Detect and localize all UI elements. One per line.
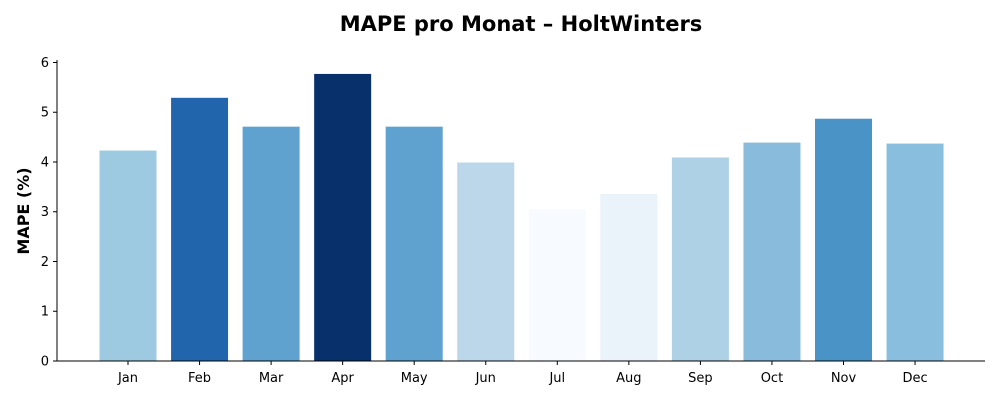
- chart-title: MAPE pro Monat – HoltWinters: [340, 12, 703, 36]
- x-tick-label-jun: Jun: [475, 371, 496, 386]
- x-tick-label-jan: Jan: [117, 371, 138, 386]
- y-tick-label: 2: [41, 255, 49, 270]
- x-tick-label-may: May: [401, 371, 428, 386]
- x-tick-label-jul: Jul: [548, 371, 565, 386]
- x-tick-label-dec: Dec: [902, 371, 927, 386]
- x-tick-label-nov: Nov: [831, 371, 857, 386]
- y-tick-label: 6: [41, 56, 49, 71]
- bar-jul: [528, 209, 586, 361]
- x-tick-label-apr: Apr: [331, 371, 354, 386]
- y-tick-label: 4: [41, 155, 49, 170]
- y-axis: 0 1 2 3 4 5 6: [41, 56, 58, 370]
- y-tick-label: 1: [41, 305, 49, 320]
- x-tick-label-aug: Aug: [616, 371, 641, 386]
- bar-sep: [671, 157, 729, 361]
- x-axis: Jan Feb Mar Apr May Jun Jul Aug Sep Oct Nov Dec: [57, 360, 985, 386]
- y-tick-label: 5: [41, 106, 49, 121]
- bar-may: [385, 126, 443, 361]
- bar-mar: [242, 126, 300, 361]
- bar-dec: [886, 143, 944, 361]
- x-tick-label-oct: Oct: [761, 371, 783, 386]
- bars-group: [99, 73, 944, 362]
- bar-nov: [815, 118, 872, 362]
- x-tick-label-mar: Mar: [259, 371, 284, 386]
- bar-jun: [457, 162, 515, 361]
- x-tick-label-feb: Feb: [188, 371, 211, 386]
- bar-feb: [171, 97, 229, 361]
- bar-aug: [600, 193, 658, 361]
- y-tick-label: 0: [41, 355, 49, 370]
- y-axis-label: MAPE (%): [14, 167, 33, 254]
- bar-oct: [743, 142, 801, 361]
- y-tick-label: 3: [41, 205, 49, 220]
- bar-apr: [314, 73, 372, 362]
- x-tick-label-sep: Sep: [688, 371, 713, 386]
- bar-jan: [99, 150, 157, 361]
